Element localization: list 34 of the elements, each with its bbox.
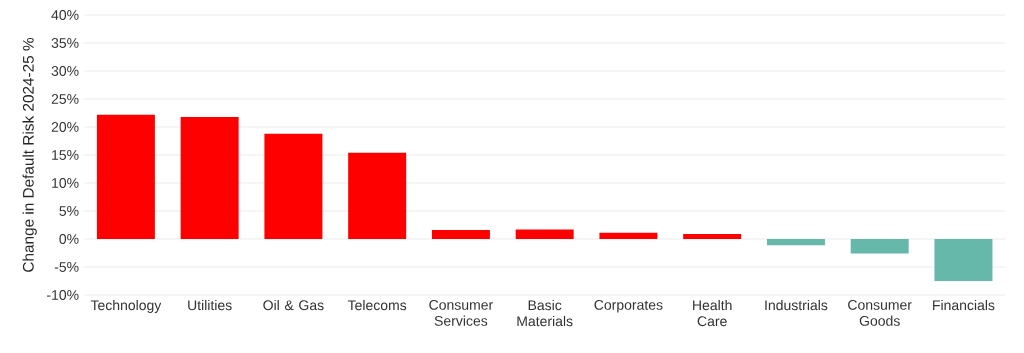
bar [683, 233, 742, 239]
bar [850, 238, 909, 254]
x-tick-label: Oil & Gas [263, 299, 324, 311]
x-tick-label: Consumer Services [429, 299, 493, 326]
bar [515, 229, 574, 239]
y-tick-label: 35% [51, 38, 79, 48]
y-tick-label: 30% [51, 66, 79, 76]
y-tick-label: 20% [51, 122, 79, 132]
x-tick-label: Basic Materials [517, 299, 573, 327]
x-tick-label: Telecoms [347, 299, 407, 311]
y-tick-label: 5% [59, 206, 79, 216]
bar [96, 114, 155, 239]
bar [431, 230, 490, 239]
y-tick-label: 25% [51, 94, 79, 104]
y-tick-label: 15% [52, 150, 79, 160]
bar [599, 232, 658, 239]
y-tick-label: -10% [47, 290, 79, 300]
x-tick-label: Consumer Goods [848, 299, 912, 326]
x-tick-label: Health Care [693, 299, 732, 327]
x-tick-label: Technology [90, 299, 162, 313]
x-tick-label: Financials [933, 299, 995, 311]
bar [180, 116, 239, 239]
y-tick-label: -5% [54, 262, 79, 272]
y-axis-title: Change in Default Risk 2024-25 % [22, 37, 37, 272]
bar [934, 238, 993, 281]
x-tick-label: Corporates [594, 299, 663, 313]
x-tick-label: Utilities [188, 299, 232, 311]
y-tick-label: 0% [59, 234, 79, 244]
y-tick-label: 40% [51, 10, 79, 20]
bar [348, 152, 407, 239]
bar [264, 133, 323, 239]
x-tick-label: Industrials [765, 299, 828, 311]
y-tick-label: 10% [52, 178, 79, 188]
bar [766, 238, 825, 246]
